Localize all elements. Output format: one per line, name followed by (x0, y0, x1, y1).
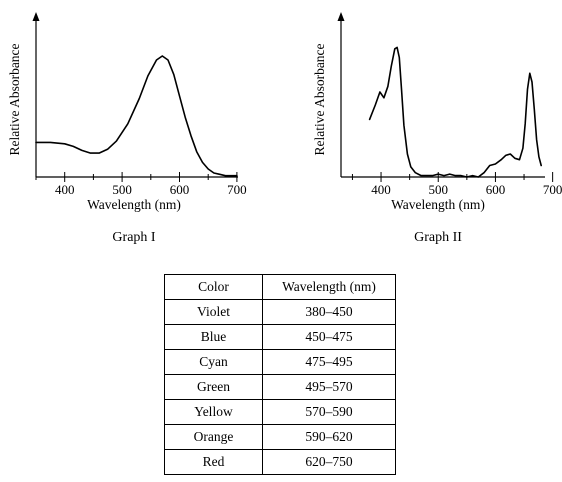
graph-1: 400 500 600 700 Wavelength (nm) Relative Abso… (7, 12, 247, 245)
x-tick-label: 700 (227, 182, 247, 197)
x-tick-label: 500 (428, 182, 448, 197)
table-row: Orange 590–620 (164, 424, 396, 450)
table-cell-wavelength: 495–570 (262, 374, 396, 400)
x-tick-label: 400 (371, 182, 391, 197)
table-cell-wavelength: 570–590 (262, 399, 396, 425)
absorbance-curve (368, 46, 542, 178)
table-row: Cyan 475–495 (164, 349, 396, 375)
table-cell-wavelength: 620–750 (262, 449, 396, 475)
y-axis-title: Relative Absorbance (312, 43, 327, 155)
x-axis-title: Wavelength (nm) (391, 197, 485, 212)
table-cell-color: Orange (164, 424, 263, 450)
table-cell-wavelength: 380–450 (262, 299, 396, 325)
x-tick-label: 600 (170, 182, 190, 197)
table-cell-color: Blue (164, 324, 263, 350)
table-row: Violet 380–450 (164, 299, 396, 325)
absorbance-curve (35, 55, 238, 177)
x-tick-label: 400 (55, 182, 75, 197)
table-cell-color: Green (164, 374, 263, 400)
graph-caption: Graph I (112, 230, 155, 245)
table-cell-wavelength: 450–475 (262, 324, 396, 350)
table-header-row: Color Wavelength (nm) (164, 274, 396, 300)
x-tick-label: 600 (486, 182, 506, 197)
table-header-color: Color (164, 274, 263, 300)
table-cell-wavelength: 590–620 (262, 424, 396, 450)
table-cell-color: Yellow (164, 399, 263, 425)
table-header-wavelength: Wavelength (nm) (262, 274, 396, 300)
y-axis-arrowhead (337, 12, 345, 21)
table-cell-wavelength: 475–495 (262, 349, 396, 375)
x-tick-label: 500 (112, 182, 132, 197)
x-tick-label: 700 (543, 182, 562, 197)
table-cell-color: Violet (164, 299, 263, 325)
graph-2: 400 500 600 700 Wavelength (nm) Relative Abso… (312, 12, 562, 245)
table-row: Yellow 570–590 (164, 399, 396, 425)
color-wavelength-table: Color Wavelength (nm) Violet 380–450 Blu… (164, 274, 396, 475)
table-row: Green 495–570 (164, 374, 396, 400)
table-row: Blue 450–475 (164, 324, 396, 350)
table-row: Red 620–750 (164, 449, 396, 475)
graph-caption: Graph II (414, 230, 462, 245)
table-cell-color: Cyan (164, 349, 263, 375)
y-axis-arrowhead (32, 12, 40, 21)
y-axis-title: Relative Absorbance (7, 43, 22, 155)
table-cell-color: Red (164, 449, 263, 475)
x-axis-title: Wavelength (nm) (87, 197, 181, 212)
